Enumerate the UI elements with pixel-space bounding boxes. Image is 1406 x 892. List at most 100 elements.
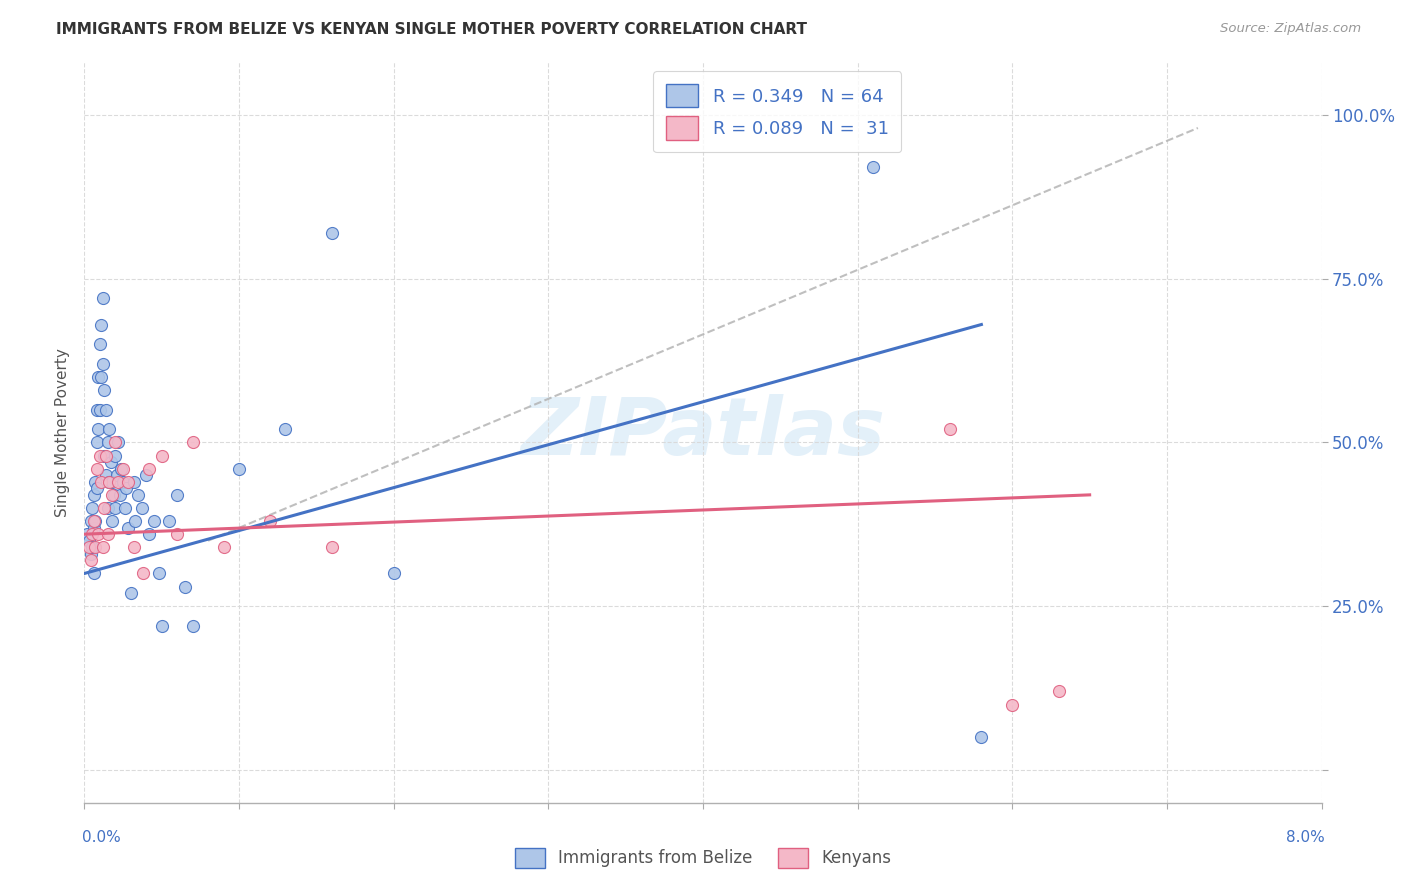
Point [124,514,146,528]
Point [228,461,250,475]
Point [93,449,115,463]
Point [131,500,153,515]
Text: 8.0%: 8.0% [1285,830,1324,845]
Point [138,527,160,541]
Point [104,435,127,450]
Point [84,514,107,528]
Point [98,422,121,436]
Point [91,291,114,305]
Point [86,481,108,495]
Point [90,370,112,384]
Point [84,475,107,489]
Point [321,226,343,240]
Point [150,449,173,463]
Point [101,488,124,502]
Point [1047,684,1070,698]
Point [181,619,204,633]
Point [862,161,884,175]
Point [117,521,139,535]
Point [86,461,108,475]
Point [120,586,142,600]
Point [89,449,111,463]
Text: 0.0%: 0.0% [82,830,121,845]
Point [86,402,108,417]
Point [132,566,155,581]
Point [127,488,149,502]
Point [89,337,111,351]
Point [82,500,104,515]
Point [86,435,108,450]
Point [84,541,107,555]
Point [76,527,98,541]
Point [103,488,125,502]
Point [166,488,188,502]
Point [101,514,124,528]
Point [181,435,204,450]
Point [93,383,115,397]
Point [83,566,105,581]
Text: ZIPatlas: ZIPatlas [520,393,886,472]
Point [83,514,105,528]
Point [110,461,132,475]
Point [166,527,188,541]
Y-axis label: Single Mother Poverty: Single Mother Poverty [55,348,70,517]
Point [96,500,118,515]
Point [382,566,405,581]
Point [77,533,100,548]
Point [96,435,118,450]
Point [79,553,101,567]
Point [135,468,157,483]
Point [259,514,281,528]
Point [98,475,121,489]
Point [90,318,112,332]
Point [82,527,104,541]
Point [112,475,135,489]
Point [108,488,131,502]
Point [150,619,173,633]
Point [79,514,101,528]
Point [79,547,101,561]
Text: Source: ZipAtlas.com: Source: ZipAtlas.com [1220,22,1361,36]
Point [87,370,110,384]
Text: IMMIGRANTS FROM BELIZE VS KENYAN SINGLE MOTHER POVERTY CORRELATION CHART: IMMIGRANTS FROM BELIZE VS KENYAN SINGLE … [56,22,807,37]
Point [89,402,111,417]
Point [91,541,114,555]
Point [970,731,993,745]
Legend: R = 0.349   N = 64, R = 0.089   N =  31: R = 0.349 N = 64, R = 0.089 N = 31 [654,71,901,153]
Point [274,422,297,436]
Point [96,527,118,541]
Point [117,475,139,489]
Point [159,514,180,528]
Point [148,566,170,581]
Point [101,475,124,489]
Point [91,357,114,371]
Point [104,500,127,515]
Point [93,500,115,515]
Point [143,514,166,528]
Point [100,455,122,469]
Point [174,580,197,594]
Point [1001,698,1024,712]
Point [138,461,160,475]
Legend: Immigrants from Belize, Kenyans: Immigrants from Belize, Kenyans [509,841,897,875]
Point [87,422,110,436]
Point [94,449,117,463]
Point [107,475,129,489]
Point [77,541,100,555]
Point [104,449,127,463]
Point [107,435,129,450]
Point [212,541,235,555]
Point [82,541,104,555]
Point [939,422,962,436]
Point [114,500,136,515]
Point [83,488,105,502]
Point [122,475,145,489]
Point [83,521,105,535]
Point [115,481,138,495]
Point [98,475,121,489]
Point [122,541,145,555]
Point [90,475,112,489]
Point [112,461,135,475]
Point [87,527,110,541]
Point [94,468,117,483]
